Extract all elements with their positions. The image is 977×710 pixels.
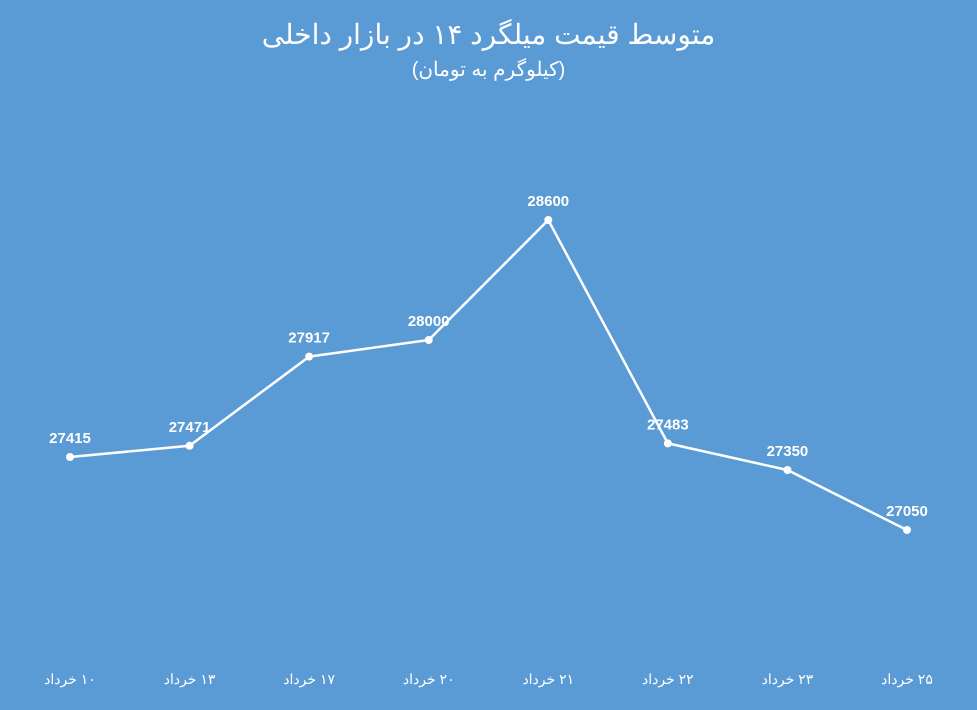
- data-label: 27050: [886, 503, 928, 520]
- data-label: 27415: [49, 430, 91, 447]
- data-marker: [425, 336, 433, 344]
- x-axis-label: ۲۵ خرداد: [881, 671, 933, 688]
- data-marker: [544, 216, 552, 224]
- x-axis-label: ۲۱ خرداد: [522, 671, 574, 688]
- data-label: 28600: [527, 193, 569, 210]
- x-axis-label: ۲۰ خرداد: [403, 671, 455, 688]
- data-label: 27350: [767, 443, 809, 460]
- data-marker: [305, 353, 313, 361]
- data-marker: [664, 439, 672, 447]
- chart-title-block: متوسط قیمت میلگرد ۱۴ در بازار داخلی (کیل…: [0, 18, 977, 82]
- data-label: 27917: [288, 330, 330, 347]
- data-label: 27471: [169, 419, 211, 436]
- data-marker: [66, 453, 74, 461]
- data-marker: [186, 442, 194, 450]
- data-label: 28000: [408, 313, 450, 330]
- chart-container: متوسط قیمت میلگرد ۱۴ در بازار داخلی (کیل…: [0, 0, 977, 710]
- x-axis-label: ۲۲ خرداد: [642, 671, 694, 688]
- data-label: 27483: [647, 416, 689, 433]
- series-line: [70, 220, 907, 530]
- plot-area: 27415 27471 27917 28000 28600 27483 27350 27050: [40, 110, 937, 650]
- chart-subtitle: (کیلوگرم به تومان): [0, 57, 977, 82]
- x-axis-label: ۱۳ خرداد: [164, 671, 216, 688]
- x-axis-label: ۲۳ خرداد: [762, 671, 814, 688]
- chart-title: متوسط قیمت میلگرد ۱۴ در بازار داخلی: [0, 18, 977, 51]
- x-axis-label: ۱۰ خرداد: [44, 671, 96, 688]
- data-marker: [783, 466, 791, 474]
- data-marker: [903, 526, 911, 534]
- chart-svg: 27415 27471 27917 28000 28600 27483 27350 27050: [40, 110, 937, 650]
- x-axis-label: ۱۷ خرداد: [283, 671, 335, 688]
